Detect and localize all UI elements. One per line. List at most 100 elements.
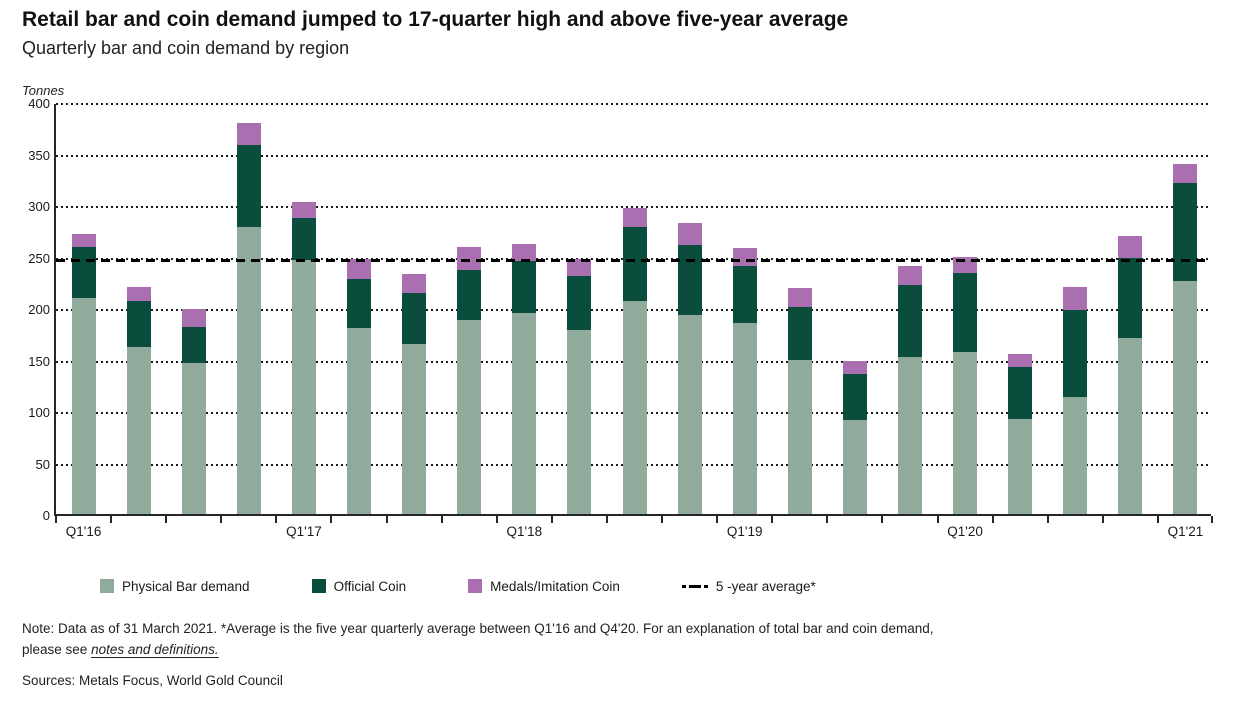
bar-segment: [1118, 337, 1143, 514]
x-axis-tick: [55, 516, 57, 523]
x-tick-label: Q1'20: [947, 524, 983, 539]
bar-stack-Q1'19: [732, 248, 757, 514]
dashed-line-icon: [681, 584, 708, 588]
x-axis-tick: [1046, 516, 1049, 523]
bar-segment: [347, 327, 372, 514]
bar-stack-Q3'20: [1063, 287, 1088, 514]
y-tick-label: 400: [28, 96, 50, 111]
x-axis-tick: [991, 516, 994, 523]
x-tick-label: Q1'19: [726, 524, 763, 539]
bar-stack-Q2'17: [347, 258, 372, 514]
bar-segment: [787, 288, 812, 307]
x-axis-tick: [165, 516, 168, 523]
legend-item-medals-imitation-coin: Medals/Imitation Coin: [468, 579, 620, 594]
legend-item-five-year-average: 5 -year average*: [681, 579, 816, 594]
bar-segment: [953, 352, 978, 514]
bar-segment: [126, 347, 151, 514]
chart-subtitle: Quarterly bar and coin demand by region: [22, 38, 350, 58]
bar-segment: [291, 218, 316, 260]
bar-segment: [1118, 235, 1143, 258]
chart-page: Retail bar and coin demand jumped to 17-…: [22, 8, 1215, 691]
legend-label: Physical Bar demand: [122, 578, 250, 594]
bar-segment: [512, 244, 537, 261]
bar-segment: [1063, 287, 1088, 311]
x-axis-tick: [330, 516, 333, 523]
y-tick-label: 200: [28, 302, 50, 317]
x-axis-tick: [1156, 516, 1159, 523]
bar-segment: [181, 362, 206, 514]
y-tick-label: 100: [28, 405, 50, 420]
y-axis-units-label: Tonnes: [22, 83, 65, 98]
bar-stack-Q3'16: [181, 309, 206, 514]
x-axis-tick: [440, 516, 443, 523]
x-axis-tick: [220, 516, 223, 523]
bar-segment: [622, 226, 647, 301]
bar-segment: [181, 309, 206, 327]
bar-stack-Q4'17: [457, 247, 482, 514]
bar-stack-Q4'20: [1118, 235, 1143, 514]
bar-segment: [732, 265, 757, 324]
bar-stack-Q4'16: [236, 122, 261, 514]
notes-and-definitions-link[interactable]: notes and definitions.: [91, 642, 219, 657]
x-axis-tick: [110, 516, 113, 523]
bar-segment: [1063, 310, 1088, 397]
bar-segment: [677, 245, 702, 316]
x-axis-tick: [661, 516, 664, 523]
bar-stack-Q1'17: [291, 201, 316, 514]
bar-segment: [126, 287, 151, 301]
gridline: [56, 206, 1211, 208]
x-axis-tick: [550, 516, 553, 523]
bar-segment: [787, 306, 812, 360]
bar-stack-Q4'19: [897, 265, 922, 514]
bar-segment: [402, 292, 427, 345]
gridline: [56, 154, 1211, 157]
x-axis-tick: [385, 516, 388, 523]
bar-segment: [622, 300, 647, 514]
bar-stack-Q2'19: [787, 288, 812, 514]
bar-segment: [732, 323, 757, 514]
bar-segment: [1008, 354, 1033, 367]
y-tick-label: 350: [28, 147, 50, 163]
bar-segment: [126, 300, 151, 348]
bar-segment: [787, 359, 812, 514]
bar-segment: [402, 274, 427, 293]
bar-segment: [567, 329, 592, 514]
bar-segment: [347, 258, 372, 280]
bar-segment: [347, 279, 372, 328]
chart-footnote: Note: Data as of 31 March 2021. *Average…: [22, 618, 1215, 691]
y-tick-label: 50: [35, 456, 50, 472]
bar-segment: [953, 273, 978, 353]
y-tick-label: 300: [28, 199, 50, 214]
official-coin-swatch-icon: [311, 579, 326, 593]
bar-stack-Q3'19: [842, 360, 867, 514]
page-title: Retail bar and coin demand jumped to 17-…: [22, 8, 849, 31]
bar-segment: [512, 313, 537, 514]
x-axis-tick: [881, 516, 884, 523]
stacked-bar-chart: 0 50 100 150 200 250 300 350 400 Q1'16 Q1'17 Q1'18…: [22, 97, 1215, 574]
bar-segment: [842, 373, 867, 421]
bar-segment: [1173, 183, 1198, 282]
bar-segment: [1008, 419, 1033, 514]
bar-segment: [236, 145, 261, 227]
bar-stack-Q2'18: [567, 258, 592, 514]
x-axis-tick: [1101, 516, 1104, 523]
bar-segment: [71, 233, 96, 248]
bar-segment: [236, 226, 261, 514]
legend-label: Medals/Imitation Coin: [490, 578, 620, 594]
x-axis-tick: [936, 516, 939, 523]
note-text-line1: Note: Data as of 31 March 2021. *Average…: [22, 621, 934, 636]
bar-segment: [71, 297, 96, 514]
x-axis-tick: [716, 516, 719, 523]
bar-stack-Q2'20: [1008, 354, 1033, 514]
bar-segment: [567, 276, 592, 330]
bar-segment: [677, 315, 702, 514]
bar-segment: [71, 247, 96, 298]
sources-text: Sources: Metals Focus, World Gold Counci…: [22, 673, 283, 688]
five-year-average-line: [56, 258, 1211, 262]
bar-segment: [842, 420, 867, 514]
bar-segment: [291, 259, 316, 514]
bar-segment: [732, 248, 757, 266]
x-tick-label: Q1'16: [65, 524, 102, 539]
y-tick-label: 0: [42, 508, 50, 523]
medals-imitation-coin-swatch-icon: [468, 579, 483, 593]
